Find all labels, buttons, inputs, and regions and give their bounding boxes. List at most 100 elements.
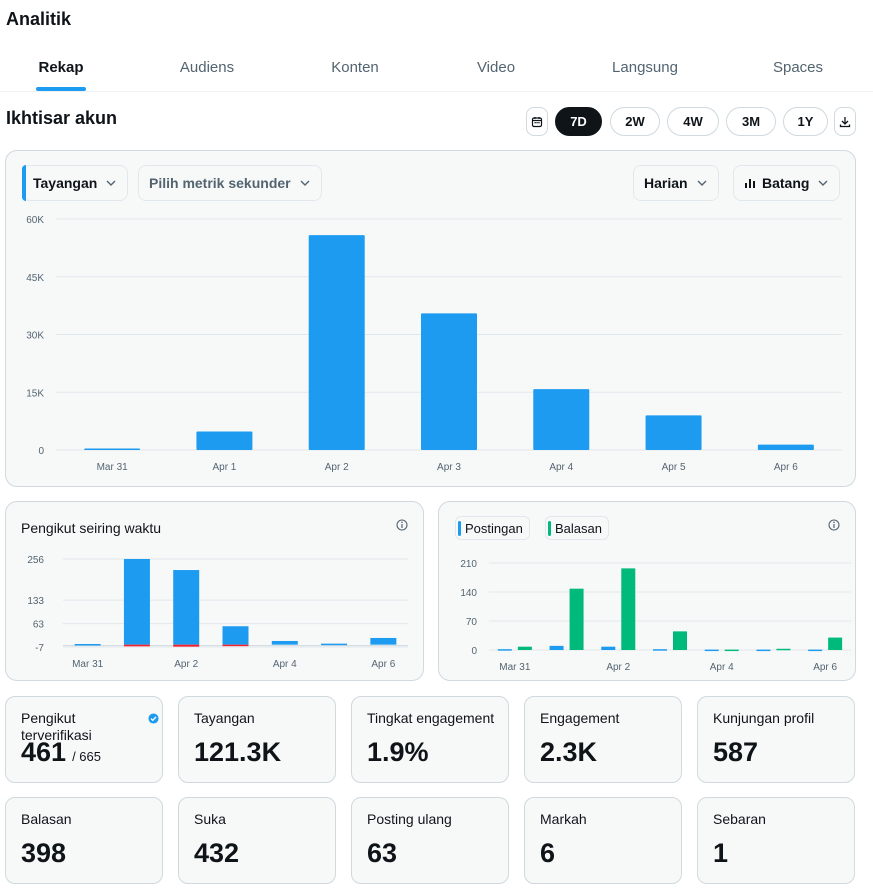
tab-audiens[interactable]: Audiens <box>179 59 235 76</box>
stat-reposts: Posting ulang 63 <box>351 797 509 884</box>
secondary-metric-dropdown[interactable]: Pilih metrik sekunder <box>138 165 322 201</box>
bar-new-followers <box>173 570 200 645</box>
primary-metric-label: Tayangan <box>33 175 98 191</box>
y-tick-label: 0 <box>471 646 477 657</box>
page-title: Analitik <box>6 9 72 29</box>
stat-verified-followers: Pengikut terverifikasi 461 / 665 <box>5 696 163 783</box>
stat-profile-visits: Kunjungan profil 587 <box>697 696 855 783</box>
stat-value: 2.3K <box>540 737 598 767</box>
bar-replies <box>569 588 584 650</box>
tab-langsung[interactable]: Langsung <box>612 59 678 76</box>
x-tick-label: Apr 4 <box>710 662 734 673</box>
stat-label: Sebaran <box>713 811 766 827</box>
x-tick-label: Apr 6 <box>774 462 798 473</box>
legend-postingan-label: Postingan <box>465 520 523 536</box>
bar-replies <box>517 646 532 650</box>
main-chart-card: Tayangan Pilih metrik sekunder Harian Ba… <box>5 150 856 487</box>
x-tick-label: Apr 4 <box>273 659 297 670</box>
stat-value-wrap: 461 / 665 <box>21 737 101 768</box>
range-2w-button[interactable]: 2W <box>610 107 660 136</box>
bar-impressions <box>645 415 702 450</box>
range-1y-button[interactable]: 1Y <box>783 107 828 136</box>
y-tick-label: 210 <box>460 559 477 570</box>
analytics-tabs: Rekap Audiens Konten Video Langsung Spac… <box>0 44 873 92</box>
bar-replies <box>724 649 739 652</box>
bar-posts <box>704 649 719 652</box>
tab-video[interactable]: Video <box>476 59 516 76</box>
legend-postingan[interactable]: Postingan <box>455 516 530 540</box>
chevron-down-icon <box>300 180 310 186</box>
stat-label: Engagement <box>540 710 620 726</box>
y-tick-label: 0 <box>38 446 44 457</box>
x-tick-label: Apr 2 <box>325 462 349 473</box>
bar-impressions <box>84 448 141 450</box>
chart-type-label: Batang <box>762 175 810 191</box>
bar-posts <box>756 649 771 652</box>
range-7d-button[interactable]: 7D <box>555 107 602 136</box>
interval-dropdown[interactable]: Harian <box>633 165 719 201</box>
x-tick-label: Apr 2 <box>174 659 198 670</box>
stat-likes: Suka 432 <box>178 797 336 884</box>
y-tick-label: 256 <box>27 555 44 566</box>
bar-impressions <box>196 431 253 450</box>
x-tick-label: Mar 31 <box>97 462 129 473</box>
bar-new-followers <box>222 626 249 645</box>
y-tick-label: 133 <box>27 596 44 607</box>
y-tick-label: 45K <box>26 273 44 284</box>
stat-engagement: Engagement 2.3K <box>524 696 682 783</box>
range-3m-button[interactable]: 3M <box>726 107 776 136</box>
stat-shares: Sebaran 1 <box>697 797 855 884</box>
chevron-down-icon <box>106 180 116 186</box>
bar-replies <box>621 568 636 650</box>
bar-new-followers <box>321 643 348 646</box>
legend-balasan-label: Balasan <box>555 520 602 536</box>
info-icon[interactable] <box>396 519 408 531</box>
info-icon[interactable] <box>828 519 840 531</box>
primary-metric-dropdown[interactable]: Tayangan <box>22 165 129 201</box>
tab-konten[interactable]: Konten <box>331 59 379 76</box>
x-tick-label: Mar 31 <box>499 662 531 673</box>
stat-value: 587 <box>713 737 759 767</box>
bar-posts <box>653 649 667 651</box>
secondary-metric-label: Pilih metrik sekunder <box>149 175 291 191</box>
stat-value: 461 <box>21 737 67 767</box>
x-tick-label: Apr 2 <box>606 662 630 673</box>
stat-label: Suka <box>194 811 226 827</box>
followers-card: Pengikut seiring waktu -7 63 133 256 Mar 31 A… <box>5 501 424 681</box>
bar-replies <box>828 637 843 650</box>
stat-label: Markah <box>540 811 587 827</box>
stat-label: Pengikut terverifikasi <box>21 710 92 743</box>
tab-rekap[interactable]: Rekap <box>38 59 84 76</box>
stat-value: 121.3K <box>194 737 282 767</box>
legend-balasan[interactable]: Balasan <box>545 516 609 540</box>
y-tick-label: 140 <box>460 588 477 599</box>
calendar-button[interactable] <box>526 107 548 136</box>
bar-replies <box>776 648 791 651</box>
tab-spaces[interactable]: Spaces <box>772 59 824 76</box>
download-button[interactable] <box>834 107 856 136</box>
bar-posts <box>601 646 616 650</box>
stat-value: 1 <box>713 838 729 868</box>
range-4w-button[interactable]: 4W <box>667 107 719 136</box>
stat-value: 432 <box>194 838 240 868</box>
bar-impressions <box>421 313 477 450</box>
stat-value: 6 <box>540 838 556 868</box>
stat-label: Balasan <box>21 811 72 827</box>
interval-label: Harian <box>644 175 688 191</box>
chart-type-dropdown[interactable]: Batang <box>733 165 841 201</box>
y-tick-label: 60K <box>26 215 44 226</box>
bar-posts <box>808 649 823 652</box>
stat-value: 398 <box>21 838 67 868</box>
calendar-icon <box>531 116 543 127</box>
range-selector: 7D 2W 4W 3M 1Y <box>0 107 873 137</box>
x-tick-label: Apr 4 <box>549 462 573 473</box>
legend-balasan-swatch <box>548 521 551 536</box>
legend-postingan-swatch <box>458 521 461 536</box>
stat-label: Posting ulang <box>367 811 452 827</box>
primary-metric-accent <box>22 165 26 201</box>
impressions-chart: 0 15K 30K 45K 60K Mar 31 Apr 1 Apr 2 Apr 3 Apr 4 A… <box>26 215 842 473</box>
overview-title: Ikhtisar akun <box>6 108 118 128</box>
bar-unfollows <box>222 644 249 647</box>
bar-new-followers <box>370 637 397 645</box>
bar-chart-icon <box>745 179 755 188</box>
